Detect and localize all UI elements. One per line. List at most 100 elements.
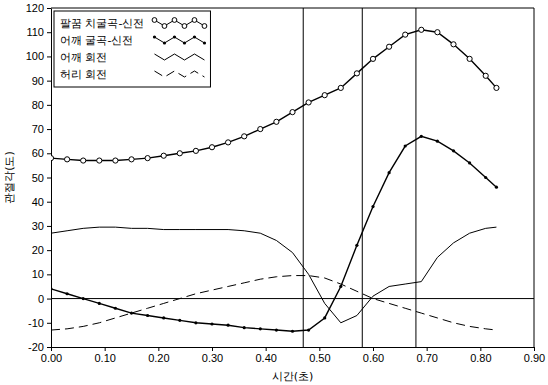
legend: 팔꿈 치굴곡-신전어깨 굴곡-신전어깨 회전허리 회전 — [54, 11, 210, 87]
series-marker — [209, 145, 214, 150]
series-marker — [242, 134, 247, 139]
x-tick: 0.40 — [255, 347, 276, 364]
x-tick-label: 0.60 — [363, 352, 384, 364]
series-marker — [275, 328, 278, 331]
y-tick-mark — [47, 81, 51, 82]
y-tick-mark — [47, 202, 51, 203]
y-tick: 100 — [26, 50, 51, 62]
y-tick-mark — [47, 8, 51, 9]
series-marker — [97, 158, 102, 163]
y-tick: 10 — [32, 268, 51, 280]
series-marker — [435, 30, 440, 35]
y-tick-mark — [47, 250, 51, 251]
legend-box — [54, 11, 210, 87]
x-tick-label: 0.10 — [94, 352, 115, 364]
y-tick: 60 — [32, 147, 51, 159]
x-tick-mark — [373, 347, 374, 351]
legend-swatch — [154, 54, 204, 60]
y-tick-mark — [47, 32, 51, 33]
series-marker — [259, 327, 262, 330]
y-tick-label: 50 — [32, 172, 44, 184]
reference-vline — [362, 8, 363, 347]
legend-swatch-marker — [183, 41, 186, 44]
y-tick-mark — [47, 299, 51, 300]
x-tick: 0.30 — [202, 347, 223, 364]
y-tick: 20 — [32, 244, 51, 256]
series-marker — [113, 158, 118, 163]
series-marker — [82, 297, 85, 300]
legend-swatch-marker — [163, 41, 166, 44]
x-tick-mark — [266, 347, 267, 351]
y-tick: 80 — [32, 99, 51, 111]
series-marker — [404, 144, 407, 147]
y-tick-label: 110 — [26, 26, 44, 38]
x-tick: 0.20 — [148, 347, 169, 364]
legend-swatch-marker — [203, 41, 206, 44]
legend-swatch-marker — [172, 18, 177, 23]
y-tick-label: 30 — [32, 220, 44, 232]
series-marker — [419, 27, 424, 32]
series-marker — [339, 285, 342, 288]
series-marker — [452, 149, 455, 152]
frame-top — [51, 8, 534, 9]
y-tick-label: 20 — [32, 244, 44, 256]
legend-swatch-marker — [162, 24, 167, 29]
x-tick-label: 0.40 — [255, 352, 276, 364]
x-tick-mark — [158, 347, 159, 351]
series-marker — [177, 151, 182, 156]
legend-swatch — [154, 71, 204, 77]
x-tick-label: 0.30 — [202, 352, 223, 364]
frame-right — [534, 8, 535, 347]
x-tick: 0.10 — [94, 347, 115, 364]
x-tick-mark — [319, 347, 320, 351]
x-tick-mark — [480, 347, 481, 351]
legend-swatch-marker — [202, 24, 207, 29]
y-tick: 120 — [26, 2, 51, 14]
legend-label: 팔꿈 치굴곡-신전 — [60, 17, 144, 30]
y-tick-mark — [47, 274, 51, 275]
series-marker — [484, 176, 487, 179]
x-axis-title: 시간(초) — [272, 370, 314, 383]
y-tick: 110 — [26, 26, 51, 38]
reference-hline — [51, 298, 534, 299]
reference-vline — [303, 8, 304, 347]
legend-swatch — [154, 37, 204, 43]
y-tick: 40 — [32, 196, 51, 208]
x-tick-mark — [51, 347, 52, 351]
data-layer — [51, 8, 534, 347]
series-marker — [258, 126, 263, 131]
plot-area: 0.000.100.200.300.400.500.600.700.800.90… — [26, 2, 546, 364]
y-axis-title: 관절각(도) — [3, 151, 16, 204]
series-marker — [483, 73, 488, 78]
plot-background — [51, 8, 534, 347]
series-marker — [420, 135, 423, 138]
x-tick-label: 0.80 — [470, 352, 491, 364]
series-marker — [354, 71, 359, 76]
y-tick-label: 90 — [32, 75, 44, 87]
series-marker — [388, 171, 391, 174]
y-tick-label: 10 — [32, 268, 44, 280]
y-tick-label: 70 — [32, 123, 44, 135]
series-marker — [66, 292, 69, 295]
y-tick-label: 40 — [32, 196, 44, 208]
series-marker — [51, 287, 53, 290]
series-line — [51, 136, 496, 331]
series-marker — [178, 319, 181, 322]
series-marker — [467, 56, 472, 61]
chart: 0.000.100.200.300.400.500.600.700.800.90… — [0, 0, 548, 385]
x-tick-label: 0.20 — [148, 352, 169, 364]
y-tick-mark — [47, 105, 51, 106]
series-marker — [114, 307, 117, 310]
legend-label: 어깨 굴곡-신전 — [60, 34, 133, 47]
series-line — [51, 276, 496, 330]
x-tick-label: 0.90 — [524, 352, 545, 364]
y-tick: -10 — [28, 317, 51, 329]
y-tick-label: 100 — [26, 50, 44, 62]
series-marker — [226, 140, 231, 145]
legend-label: 어깨 회전 — [60, 51, 108, 64]
x-tick-label: 0.00 — [41, 352, 62, 364]
x-tick-label: 0.70 — [416, 352, 437, 364]
series-marker — [306, 100, 311, 105]
series-marker — [98, 302, 101, 305]
legend-swatch-marker — [193, 35, 196, 38]
